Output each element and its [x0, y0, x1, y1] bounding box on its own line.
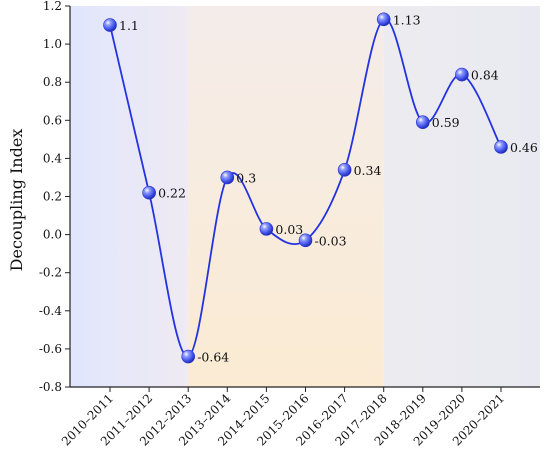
data-point — [142, 185, 156, 200]
data-label: -0.64 — [197, 350, 229, 365]
data-point — [103, 18, 117, 32]
y-tick-label: 1.2 — [43, 0, 62, 13]
y-tick-label: 1.0 — [43, 37, 62, 51]
data-point — [181, 349, 195, 364]
data-point — [298, 233, 313, 248]
y-tick-label: 0.6 — [43, 113, 62, 127]
background-band — [70, 6, 189, 387]
data-label: -0.03 — [315, 233, 347, 248]
data-point — [220, 170, 235, 185]
y-tick-label: 0.4 — [43, 151, 62, 165]
data-point — [337, 163, 352, 177]
data-points: 1.1 0.22 -0.64 0.3 0.03 -0.03 0.34 1.13 0.59 0.84… — [103, 12, 538, 365]
background-band — [188, 6, 384, 387]
data-label: 0.46 — [510, 140, 538, 155]
y-tick-label: 0.0 — [43, 228, 62, 242]
data-label: 1.1 — [119, 18, 139, 33]
y-tick-label: -0.4 — [39, 304, 63, 318]
data-label: 1.13 — [393, 12, 421, 27]
data-label: 0.3 — [236, 170, 256, 185]
data-point — [494, 140, 508, 154]
background-band — [383, 6, 540, 387]
data-label: 0.34 — [354, 163, 382, 178]
data-point — [376, 12, 391, 27]
y-tick-label: -0.2 — [39, 266, 62, 280]
y-tick-label: -0.8 — [39, 380, 62, 394]
background-bands — [70, 6, 540, 387]
data-label: 0.22 — [158, 186, 186, 201]
data-point — [259, 222, 274, 236]
data-label: 0.03 — [275, 222, 303, 237]
y-tick-label: 0.2 — [43, 190, 62, 204]
y-tick-label: -0.6 — [39, 342, 62, 356]
y-axis-title: Decoupling Index — [7, 129, 26, 272]
data-point — [455, 67, 469, 82]
y-tick-label: 0.8 — [43, 75, 62, 89]
data-label: 0.59 — [432, 115, 460, 130]
data-point — [415, 115, 430, 130]
data-label: 0.84 — [471, 68, 499, 83]
